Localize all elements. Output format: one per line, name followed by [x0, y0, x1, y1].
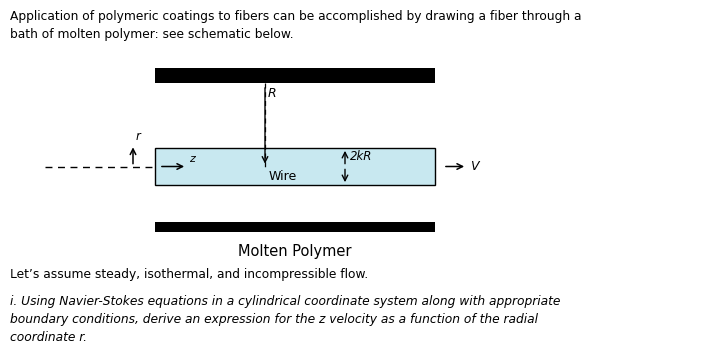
Text: V: V — [470, 160, 479, 173]
Text: z: z — [189, 155, 195, 164]
Text: 2kR: 2kR — [350, 150, 372, 163]
Bar — [155, 68, 435, 83]
Text: Molten Polymer: Molten Polymer — [238, 244, 352, 259]
Text: R: R — [268, 87, 276, 100]
Bar — [155, 222, 435, 232]
Text: i. Using Navier-Stokes equations in a cylindrical coordinate system along with a: i. Using Navier-Stokes equations in a cy… — [10, 295, 560, 344]
Bar — [155, 148, 435, 185]
Text: Let’s assume steady, isothermal, and incompressible flow.: Let’s assume steady, isothermal, and inc… — [10, 268, 368, 281]
Text: r: r — [136, 130, 141, 143]
Text: Application of polymeric coatings to fibers can be accomplished by drawing a fib: Application of polymeric coatings to fib… — [10, 10, 582, 41]
Text: Wire: Wire — [269, 171, 297, 184]
